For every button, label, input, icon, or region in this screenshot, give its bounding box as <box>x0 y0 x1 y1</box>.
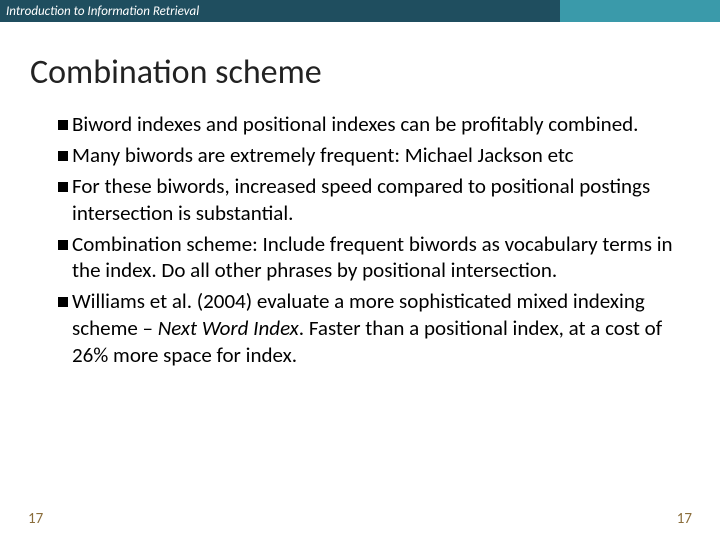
square-bullet-icon <box>58 120 68 130</box>
header-title: Introduction to Information Retrieval <box>6 4 199 19</box>
square-bullet-icon <box>58 297 68 307</box>
bullet-text: Combination scheme: Include frequent biw… <box>72 231 680 285</box>
header-accent <box>560 0 720 22</box>
bullet-item: Williams et al. (2004) evaluate a more s… <box>58 288 680 369</box>
square-bullet-icon <box>58 151 68 161</box>
square-bullet-icon <box>58 182 68 192</box>
bullet-text: Biword indexes and positional indexes ca… <box>72 111 638 138</box>
page-number-left: 17 <box>28 510 43 528</box>
bullet-italic: Next Word Index <box>158 315 299 341</box>
bullet-text: Many biwords are extremely frequent: Mic… <box>72 142 574 169</box>
header-bar: Introduction to Information Retrieval <box>0 0 720 22</box>
content-area: Biword indexes and positional indexes ca… <box>0 105 720 369</box>
bullet-item: Biword indexes and positional indexes ca… <box>58 111 680 138</box>
slide: Introduction to Information Retrieval Co… <box>0 0 720 540</box>
slide-title: Combination scheme <box>0 22 720 105</box>
square-bullet-icon <box>58 240 68 250</box>
bullet-text: For these biwords, increased speed compa… <box>72 173 680 227</box>
bullet-item: Many biwords are extremely frequent: Mic… <box>58 142 680 169</box>
bullet-text: Williams et al. (2004) evaluate a more s… <box>72 288 680 369</box>
header-left: Introduction to Information Retrieval <box>0 0 560 22</box>
bullet-item: For these biwords, increased speed compa… <box>58 173 680 227</box>
page-number-right: 17 <box>677 510 692 528</box>
bullet-item: Combination scheme: Include frequent biw… <box>58 231 680 285</box>
footer: 17 17 <box>0 510 720 528</box>
